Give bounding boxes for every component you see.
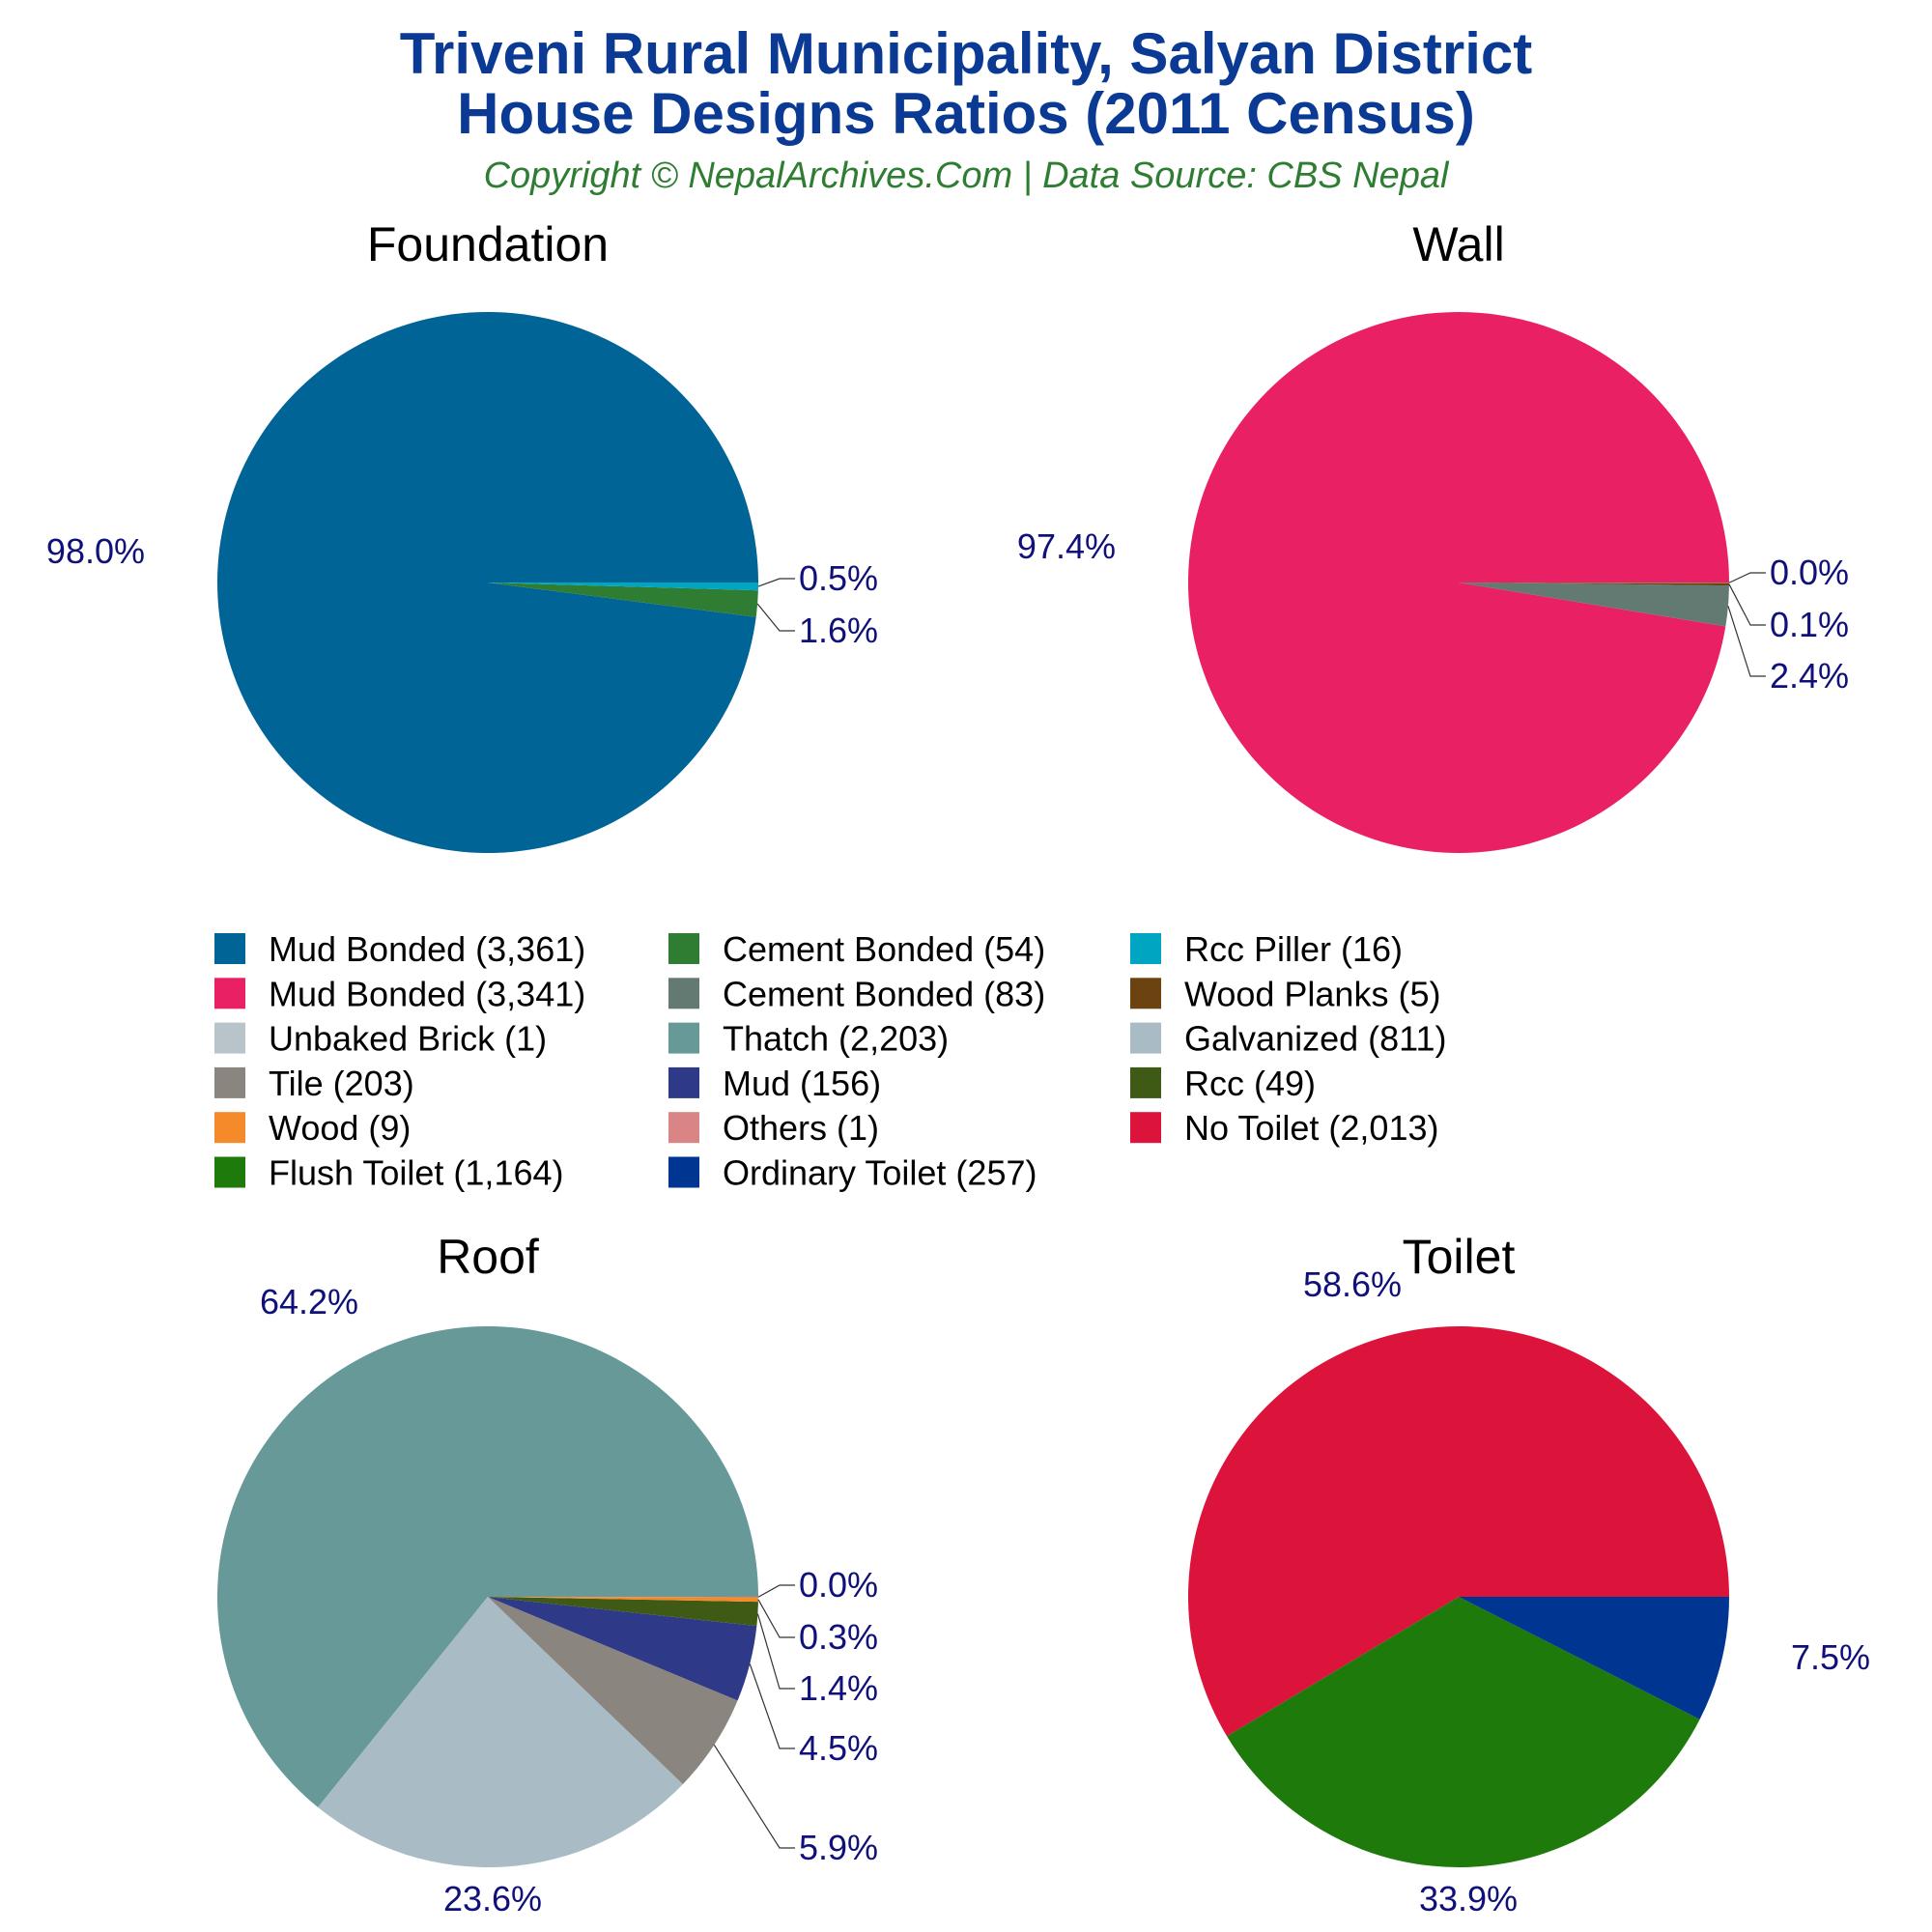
legend-swatch [214,1112,245,1144]
legend-label: Others (1) [723,1108,879,1148]
legend-label: Rcc (49) [1184,1064,1316,1103]
pct-label: 0.0% [799,1565,878,1605]
pie-slice-foundation-rcc-piller [488,582,758,591]
pie-slice-wall-cement-bonded [1459,582,1729,627]
chart-title-line1: Triveni Rural Municipality, Salyan Distr… [399,21,1533,86]
legend-swatch [668,933,699,964]
leader-line [757,1584,795,1598]
leader-line [757,1599,795,1638]
leader-line [713,1744,795,1849]
legend-label: Wood Planks (5) [1184,974,1440,1013]
pie-slice-roof-thatch [217,1326,759,1807]
pie-slice-foundation-mud-bonded [217,311,758,853]
pie-chart-foundation: Foundation 98.0% 0.5% 1.6% [46,217,878,853]
pie-title-roof: Roof [437,1230,539,1284]
legend-label: Rcc Piller (16) [1184,929,1403,969]
legend-swatch [668,1022,699,1054]
leader-line [1728,572,1766,583]
pie-chart-wall: Wall 97.4% 0.0% 0.1% 2.4% [1017,217,1849,854]
pie-title-toilet: Toilet [1403,1230,1516,1284]
legend-swatch [214,1156,245,1188]
legend-swatch [214,933,245,964]
pct-label: 0.1% [1770,605,1849,644]
pct-label: 33.9% [1419,1879,1518,1918]
pie-slice-roof-galvanized [318,1597,683,1868]
pct-label: 98.0% [46,531,145,571]
legend-label: Tile (203) [269,1064,414,1103]
legend-swatch [1130,1112,1161,1144]
legend-label: Unbaked Brick (1) [269,1019,547,1059]
pct-label: 0.0% [1770,553,1849,592]
legend-swatch [214,978,245,1009]
pct-label: 64.2% [260,1282,358,1321]
legend-label: Thatch (2,203) [723,1019,949,1059]
legend-swatch [668,978,699,1009]
chart-title-line2: House Designs Ratios (2011 Census) [457,81,1475,146]
legend-swatch [668,1156,699,1188]
legend: Mud Bonded (3,361) Cement Bonded (54) Rcc … [214,929,1446,1193]
pie-title-wall: Wall [1412,217,1504,271]
legend-swatch [668,1112,699,1144]
legend-label: Ordinary Toilet (257) [723,1153,1037,1193]
pct-label: 5.9% [799,1828,878,1867]
pie-slice-wall-unbaked-brick [1459,582,1729,583]
legend-label: Galvanized (811) [1184,1019,1446,1059]
legend-label: Cement Bonded (54) [723,929,1045,969]
pct-label: 58.6% [1303,1264,1402,1304]
legend-swatch [214,1022,245,1054]
legend-swatch [1130,978,1161,1009]
pie-slice-roof-tile [488,1597,738,1784]
legend-label: Mud (156) [723,1064,881,1103]
leader-line [1727,606,1766,677]
pie-slice-roof-wood [488,1597,758,1603]
legend-label: Mud Bonded (3,341) [269,974,585,1013]
pct-label: 1.4% [799,1668,878,1708]
pie-slice-wall-wood-planks [1459,582,1729,586]
pct-label: 1.6% [799,611,878,650]
pie-slice-toilet-no-toilet [1187,1325,1729,1737]
pct-label: 7.5% [1791,1637,1870,1677]
legend-swatch [1130,933,1161,964]
leader-line [749,1663,795,1749]
legend-swatch [214,1066,245,1098]
pie-title-foundation: Foundation [367,217,609,271]
legend-swatch [1130,1066,1161,1098]
pct-label: 97.4% [1017,526,1116,566]
legend-label: No Toilet (2,013) [1184,1108,1438,1148]
pie-slice-roof-others [488,1597,758,1598]
chart-subtitle: Copyright © NepalArchives.Com | Data Sou… [483,156,1449,196]
pct-label: 4.5% [799,1728,878,1768]
legend-label: Mud Bonded (3,361) [269,929,585,969]
pie-slice-foundation-cement-bonded [488,582,758,617]
leader-line [757,578,795,587]
pie-slice-wall-mud-bonded [1187,312,1729,854]
legend-label: Cement Bonded (83) [723,974,1045,1013]
pct-label: 0.5% [799,558,878,598]
leader-line [756,603,795,632]
pct-label: 23.6% [443,1879,542,1918]
pct-label: 2.4% [1770,656,1849,696]
pie-chart-roof: Roof 64.2% 23.6% 0.0% 0.3% 1.4% 4.5% 5.9% [217,1230,878,1918]
legend-label: Wood (9) [269,1108,411,1148]
leader-line [756,1613,795,1690]
pie-slice-toilet-ordinary-toilet [1459,1597,1729,1719]
pie-slice-toilet-flush-toilet [1227,1597,1700,1867]
legend-swatch [668,1066,699,1098]
pie-slice-roof-mud [488,1597,757,1701]
pie-slice-roof-rcc [488,1597,758,1627]
pct-label: 0.3% [799,1617,878,1657]
legend-swatch [1130,1022,1161,1054]
leader-line [1728,583,1766,626]
legend-label: Flush Toilet (1,164) [269,1153,564,1193]
